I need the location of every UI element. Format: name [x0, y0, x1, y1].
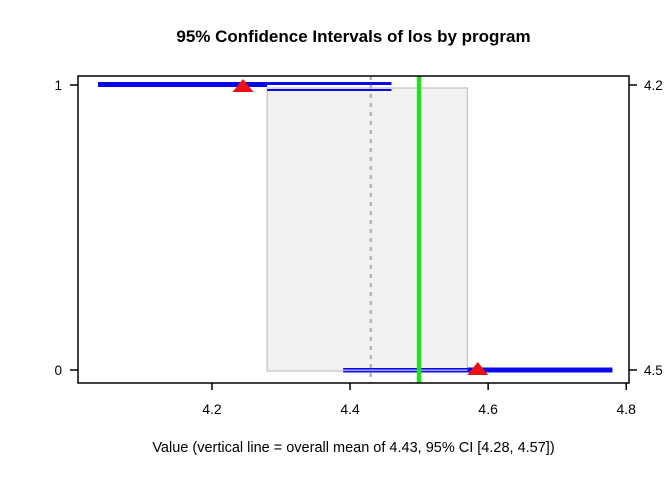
x-axis-caption: Value (vertical line = overall mean of 4…	[152, 440, 555, 456]
y-axis-tick-label-left: 1	[54, 78, 62, 93]
x-axis-tick-label: 4.8	[617, 401, 637, 417]
y-axis-tick-label-right: 4.2	[644, 78, 663, 93]
group0-ci-line-inner-bottom	[343, 371, 468, 373]
group1-ci-band-edge-line	[267, 89, 392, 91]
group1-ci-line-inner	[267, 82, 392, 85]
plot-box	[77, 75, 630, 384]
x-axis-tick-label: 4.2	[202, 401, 222, 417]
group1-mean-marker	[232, 79, 254, 92]
group0-mean-marker	[467, 362, 489, 375]
group0-ci-line-outer	[467, 367, 613, 373]
y-axis-tick-label-right: 4.5	[644, 363, 663, 378]
group1-ci-line-outer	[98, 82, 268, 87]
x-axis-tick-label: 4.4	[340, 401, 360, 417]
group0-ci-line-inner-fill	[343, 368, 468, 373]
y-axis-tick-label-left: 0	[54, 363, 62, 378]
overall-ci-band	[266, 87, 469, 372]
group0-ci-line-inner-top	[343, 368, 468, 370]
chart-title: 95% Confidence Intervals of los by progr…	[176, 27, 531, 46]
x-axis-tick-label: 4.6	[478, 401, 498, 417]
